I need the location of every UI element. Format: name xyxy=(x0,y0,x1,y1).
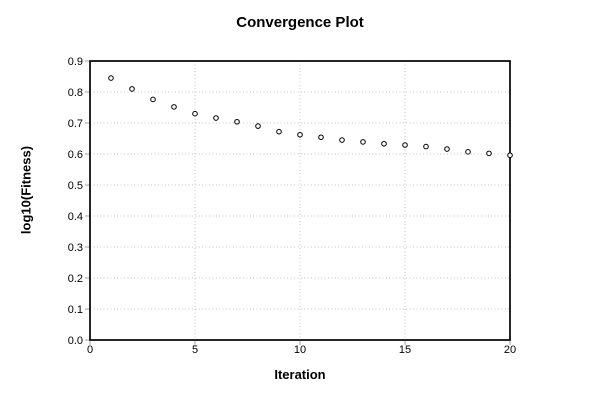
data-point xyxy=(465,149,471,155)
data-point xyxy=(108,75,114,81)
data-point xyxy=(276,128,282,135)
data-point xyxy=(360,139,366,145)
chart-title: Convergence Plot xyxy=(236,14,364,31)
x-tick-label: 10 xyxy=(294,344,306,356)
y-tick-label: 0.3 xyxy=(68,242,83,254)
data-point xyxy=(423,143,429,150)
data-point xyxy=(171,104,177,110)
data-point xyxy=(129,86,135,92)
y-tick-label: 0.8 xyxy=(68,87,83,99)
y-tick-label: 0.5 xyxy=(68,180,83,192)
y-tick-label: 0.7 xyxy=(68,118,83,130)
y-tick-label: 0.2 xyxy=(68,273,83,285)
y-tick-label: 0.0 xyxy=(68,335,83,347)
data-point xyxy=(318,134,324,141)
y-tick-label: 0.4 xyxy=(68,211,83,223)
y-tick-label: 0.1 xyxy=(68,304,83,316)
data-point xyxy=(339,137,345,143)
x-axis-label: Iteration xyxy=(274,367,326,382)
data-point xyxy=(402,142,408,148)
data-point xyxy=(255,123,261,129)
y-tick-label: 0.9 xyxy=(68,56,83,68)
data-point xyxy=(381,140,387,147)
y-tick-label: 0.6 xyxy=(68,149,83,161)
data-point xyxy=(150,96,156,103)
plot-border xyxy=(89,60,511,341)
data-point xyxy=(192,110,198,117)
x-tick-label: 0 xyxy=(87,344,93,356)
data-point xyxy=(444,146,450,152)
x-tick-label: 20 xyxy=(504,344,516,356)
data-point xyxy=(486,150,492,157)
data-point xyxy=(213,115,219,121)
x-tick-label: 5 xyxy=(192,344,198,356)
data-point xyxy=(297,131,303,138)
data-point xyxy=(234,118,240,125)
x-tick-label: 15 xyxy=(399,344,411,356)
data-point xyxy=(507,152,513,159)
